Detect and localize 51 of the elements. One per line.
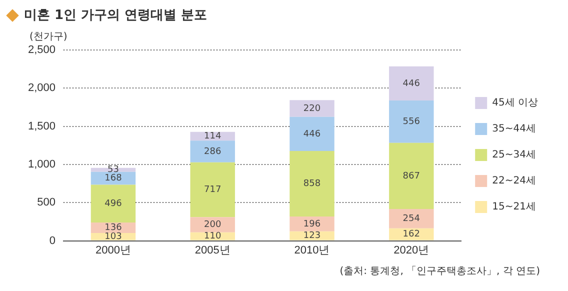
data-label: 858: [303, 179, 321, 190]
x-tick-label: 2005년: [194, 244, 230, 256]
x-tick-label: 2000년: [95, 244, 131, 256]
data-label: 220: [303, 104, 321, 114]
bar: [190, 162, 235, 218]
x-tick-label: 2020년: [394, 244, 430, 256]
data-label: 556: [402, 117, 420, 128]
data-label: 196: [303, 219, 321, 230]
bar: [389, 66, 434, 100]
y-tick-label: 2,500: [28, 44, 56, 56]
data-label: 496: [104, 198, 122, 209]
data-label: 103: [104, 232, 122, 242]
y-tick-label: 500: [37, 196, 56, 209]
bar: [389, 142, 434, 210]
bar: [190, 217, 235, 232]
legend-label: 45세 이상: [492, 98, 538, 109]
bar: [90, 184, 136, 223]
y-tick-label: 1,000: [28, 158, 56, 171]
y-tick-label: 0: [49, 234, 56, 247]
bar: [389, 228, 434, 240]
bar: [389, 209, 434, 228]
data-label: 114: [204, 132, 222, 142]
bar: [290, 100, 334, 117]
data-label: 446: [402, 78, 420, 89]
data-label: 254: [402, 214, 420, 224]
data-label: 867: [402, 171, 420, 182]
bar: [290, 116, 334, 151]
bar: [290, 150, 334, 216]
y-tick-label: 2,000: [28, 82, 56, 94]
data-label: 53: [107, 165, 119, 176]
legend-label: 15~21세: [492, 202, 536, 213]
legend-label: 22~24세: [492, 176, 536, 187]
data-label: 446: [303, 129, 321, 140]
data-label: 110: [204, 232, 222, 242]
bar: [290, 216, 334, 232]
x-tick-label: 2010년: [294, 244, 330, 256]
data-label: 168: [104, 174, 122, 184]
data-label: 286: [204, 146, 222, 157]
legend-label: 35~44세: [492, 124, 536, 135]
legend-label: 25~34세: [492, 150, 536, 161]
data-label: 717: [204, 185, 222, 196]
data-label: 136: [104, 223, 122, 234]
data-label: 200: [204, 220, 222, 230]
text: (출처: 통계청, 「인구주택총조사」, 각 연도): [340, 264, 540, 278]
bar: [190, 140, 235, 162]
data-label: 123: [303, 231, 321, 242]
chart-title: 미혼 1인 가구의 연령대별 분포: [24, 7, 208, 24]
y-axis-title: (천가구): [30, 32, 68, 43]
data-label: 162: [402, 230, 420, 240]
bar: [389, 100, 434, 143]
y-tick-label: 1,500: [28, 120, 56, 132]
